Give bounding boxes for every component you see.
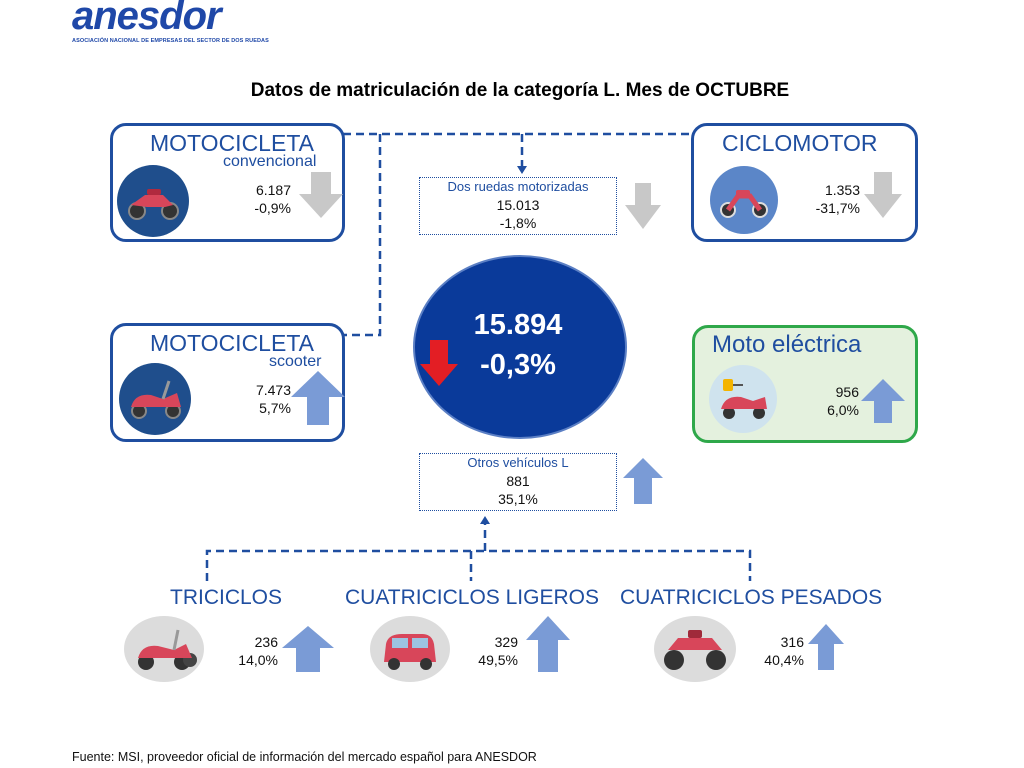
change-text: -31,7% <box>815 200 860 216</box>
microcar-icon <box>370 616 450 682</box>
cuatri-pesados-change: 40,4% <box>764 652 804 668</box>
cuatri-ligeros-change: 49,5% <box>478 652 518 668</box>
value-text: 1.353 <box>824 182 860 198</box>
value-text: 956 <box>835 384 859 400</box>
source-footer: Fuente: MSI, proveedor oficial de inform… <box>72 750 537 764</box>
arrow-down-red-icon <box>420 340 458 386</box>
triciclos-value: 236 <box>254 634 278 650</box>
arrow-up-icon <box>623 458 663 504</box>
page-title: Datos de matriculación de la categoría L… <box>250 80 790 101</box>
card-moto-convencional: MOTOCICLETA convencional 6.187 -0,9% <box>110 123 345 242</box>
arrow-down-icon <box>864 172 902 218</box>
value-text: 7.473 <box>255 382 291 398</box>
card-title: Moto eléctrica <box>712 331 862 358</box>
total-value-block: 15.894 -0,3% <box>413 305 623 385</box>
arrow-down-icon <box>625 183 661 229</box>
arrowhead-up <box>480 516 490 524</box>
dos-ruedas-box: Dos ruedas motorizadas 15.013 -1,8% <box>419 177 617 235</box>
arrowhead-down <box>517 166 527 174</box>
otros-change: 35,1% <box>498 491 538 507</box>
card-moto-scooter: MOTOCICLETA scooter 7.473 5,7% <box>110 323 345 442</box>
arrow-up-icon <box>291 371 345 425</box>
moped-icon <box>710 166 778 234</box>
card-subtitle: scooter <box>269 353 322 370</box>
change-text: -0,9% <box>254 200 291 216</box>
arrow-down-icon <box>299 172 343 218</box>
total-change: -0,3% <box>480 349 556 381</box>
card-title: CICLOMOTOR <box>722 130 878 156</box>
scooter-icon <box>119 363 191 435</box>
otros-label: Otros vehículos L <box>467 455 569 470</box>
cuatri-ligeros-value: 329 <box>494 634 518 650</box>
change-text: 6,0% <box>827 402 859 418</box>
total-value: 15.894 <box>473 309 563 341</box>
card-moto-electrica: Moto eléctrica 956 6,0% <box>692 325 918 443</box>
card-subtitle: convencional <box>223 153 317 170</box>
total-ellipse <box>413 255 627 439</box>
dos-ruedas-label: Dos ruedas motorizadas <box>447 179 589 194</box>
otros-box: Otros vehículos L 881 35,1% <box>419 453 617 511</box>
change-text: 5,7% <box>259 400 291 416</box>
arrow-up-icon <box>808 624 844 670</box>
triciclos-change: 14,0% <box>238 652 278 668</box>
value-text: 6.187 <box>255 182 291 198</box>
card-title: MOTOCICLETA <box>150 130 314 156</box>
arrow-up-icon <box>526 616 570 672</box>
quad-icon <box>654 616 736 682</box>
arrow-up-icon <box>861 379 905 423</box>
cuatri-pesados-value: 316 <box>780 634 804 650</box>
dos-ruedas-change: -1,8% <box>499 215 537 231</box>
logo-tagline: ASOCIACIÓN NACIONAL DE EMPRESAS DEL SECT… <box>72 38 269 44</box>
tricycle-icon <box>124 616 204 682</box>
cuatri-pesados-title: CUATRICICLOS PESADOS <box>620 586 883 609</box>
card-ciclomotor: CICLOMOTOR 1.353 -31,7% <box>691 123 918 242</box>
anesdor-logo: anesdor <box>72 0 222 38</box>
cuatri-ligeros-title: CUATRICICLOS LIGEROS <box>345 586 599 609</box>
triciclos-title: TRICICLOS <box>170 586 283 609</box>
electric-scooter-icon <box>709 365 777 433</box>
dos-ruedas-value: 15.013 <box>496 197 540 213</box>
arrow-up-icon <box>282 626 334 672</box>
motorcycle-icon <box>117 165 189 237</box>
otros-value: 881 <box>506 473 530 489</box>
card-title: MOTOCICLETA <box>150 330 314 356</box>
